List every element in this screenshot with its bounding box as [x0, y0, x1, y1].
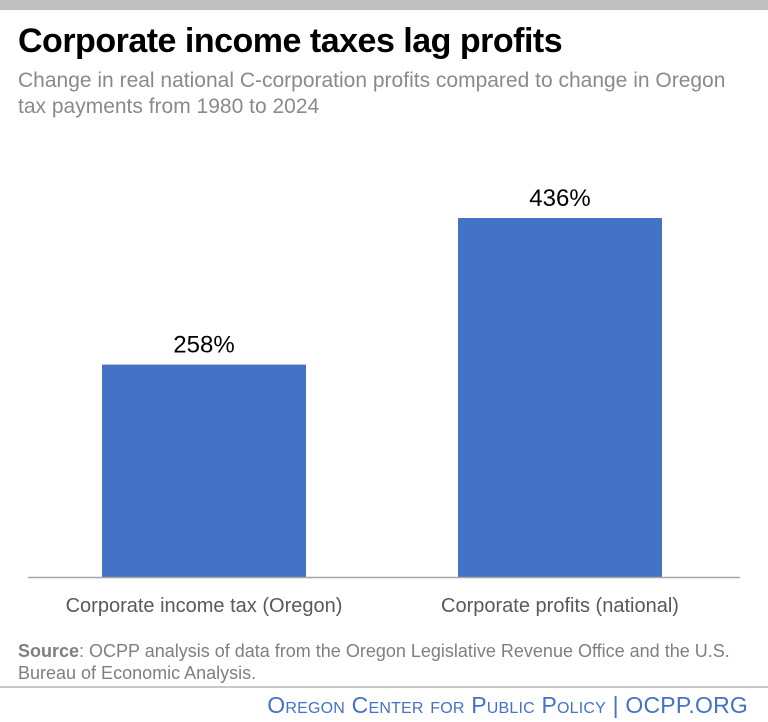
source-text: : OCPP analysis of data from the Oregon …	[18, 641, 730, 683]
bar-chart: 258% Corporate income tax (Oregon) 436% Cor…	[28, 185, 740, 617]
bar-0	[102, 364, 306, 577]
bar-1	[458, 218, 662, 577]
chart-subtitle: Change in real national C-corporation pr…	[18, 69, 726, 118]
data-label-1: 436%	[529, 185, 590, 212]
category-label-1: Corporate profits (national)	[441, 595, 679, 617]
category-label-0: Corporate income tax (Oregon)	[66, 595, 343, 617]
data-label-0: 258%	[173, 332, 234, 359]
footer-divider	[0, 686, 768, 688]
source-label: Source	[18, 641, 80, 661]
chart-title: Corporate income taxes lag profits	[18, 22, 563, 60]
source-note: Source: OCPP analysis of data from the O…	[18, 640, 758, 684]
footer-credit: Oregon Center for Public Policy | OCPP.O…	[267, 692, 748, 718]
top-bar	[0, 0, 768, 10]
